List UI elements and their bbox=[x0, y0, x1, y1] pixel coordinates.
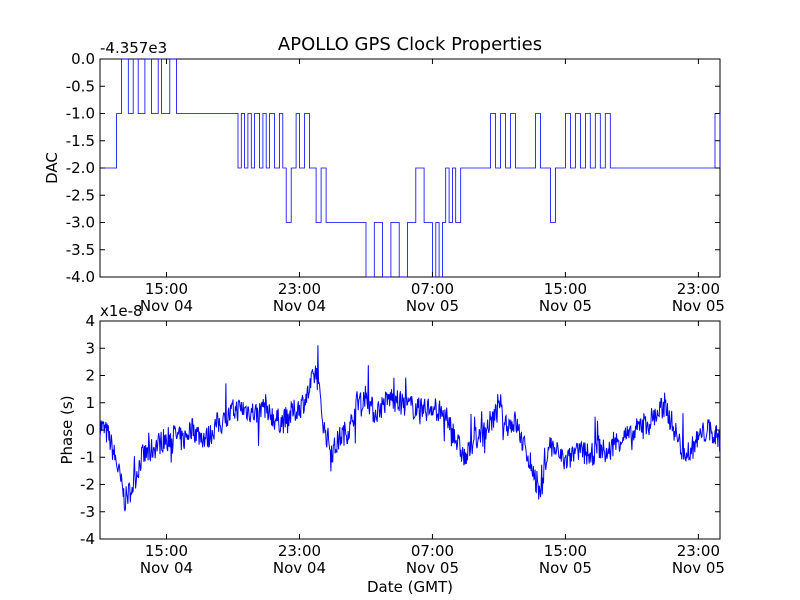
dac-ytick-label: -2.5 bbox=[66, 186, 95, 204]
phase-xtick-time: 15:00 bbox=[145, 542, 188, 560]
phase-ytick-label: 2 bbox=[85, 367, 95, 385]
phase-ytick-label: -1 bbox=[80, 448, 95, 466]
dac-xtick-time: 15:00 bbox=[145, 280, 188, 298]
dac-xtick-date: Nov 04 bbox=[273, 297, 326, 315]
dac-ytick-label: -3.5 bbox=[66, 241, 95, 259]
dac-ticks: 0.0 -0.5 -1.0 -1.5 -2.0 -2.5 -3.0 -3.5 -4.0 15:00… bbox=[66, 50, 725, 315]
dac-xtick-date: Nov 04 bbox=[140, 297, 193, 315]
phase-ytick-label: 0 bbox=[85, 421, 95, 439]
phase-xtick-time: 07:00 bbox=[411, 542, 454, 560]
dac-xtick-time: 15:00 bbox=[544, 280, 587, 298]
phase-xtick-date: Nov 04 bbox=[273, 559, 326, 577]
phase-offset-label: x1e-8 bbox=[100, 302, 143, 320]
dac-ytick-label: -1.5 bbox=[66, 132, 95, 150]
phase-ytick-label: 4 bbox=[85, 312, 95, 330]
phase-line bbox=[99, 345, 721, 512]
phase-xtick-time: 23:00 bbox=[677, 542, 720, 560]
phase-ytick-label: -2 bbox=[80, 476, 95, 494]
phase-ytick-label: 1 bbox=[85, 394, 95, 412]
dac-xtick-time: 07:00 bbox=[411, 280, 454, 298]
dac-xtick-date: Nov 05 bbox=[406, 297, 459, 315]
phase-xtick-time: 23:00 bbox=[278, 542, 321, 560]
dac-ylabel: DAC bbox=[43, 152, 61, 184]
dac-ytick-label: -1.0 bbox=[66, 105, 95, 123]
phase-xtick-date: Nov 05 bbox=[406, 559, 459, 577]
phase-axes-frame bbox=[99, 320, 721, 540]
dac-series bbox=[100, 58, 721, 278]
dac-offset-label: -4.357e3 bbox=[100, 39, 167, 57]
dac-xtick-time: 23:00 bbox=[677, 280, 720, 298]
dac-ytick-label: -0.5 bbox=[66, 77, 95, 95]
dac-panel: 0.0 -0.5 -1.0 -1.5 -2.0 -2.5 -3.0 -3.5 -4.0 15:00… bbox=[43, 39, 725, 315]
chart-title: APOLLO GPS Clock Properties bbox=[278, 34, 542, 55]
dac-ytick-label: -3.0 bbox=[66, 214, 95, 232]
phase-xtick-date: Nov 05 bbox=[672, 559, 725, 577]
phase-ytick-label: -4 bbox=[80, 530, 95, 548]
phase-ylabel: Phase (s) bbox=[58, 395, 76, 464]
dac-xtick-date: Nov 05 bbox=[672, 297, 725, 315]
phase-xtick-date: Nov 05 bbox=[539, 559, 592, 577]
phase-xlabel: Date (GMT) bbox=[367, 578, 453, 596]
dac-xtick-date: Nov 05 bbox=[539, 297, 592, 315]
phase-series bbox=[99, 345, 721, 512]
phase-ytick-label: -3 bbox=[80, 503, 95, 521]
dac-ytick-label: 0.0 bbox=[71, 50, 95, 68]
phase-ytick-label: 3 bbox=[85, 339, 95, 357]
phase-xtick-date: Nov 04 bbox=[140, 559, 193, 577]
dac-ytick-label: -2.0 bbox=[66, 159, 95, 177]
dac-ytick-label: -4.0 bbox=[66, 268, 95, 286]
dac-line bbox=[100, 58, 721, 278]
phase-xtick-time: 15:00 bbox=[544, 542, 587, 560]
dac-xtick-time: 23:00 bbox=[278, 280, 321, 298]
